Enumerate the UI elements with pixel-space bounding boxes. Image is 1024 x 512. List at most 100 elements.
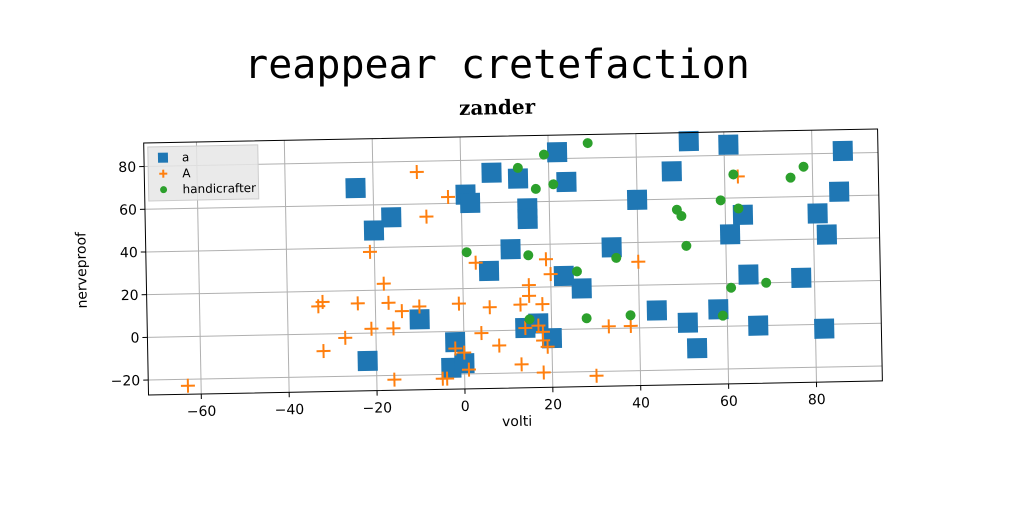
data-point	[482, 300, 497, 315]
y-tick-label: 60	[119, 202, 137, 218]
data-point	[814, 318, 835, 339]
data-point	[461, 247, 472, 258]
data-point	[535, 297, 550, 312]
data-point	[481, 162, 502, 183]
series-1	[180, 164, 745, 393]
data-point	[530, 183, 541, 194]
x-tick-label: 80	[808, 392, 826, 408]
data-point	[546, 142, 568, 163]
x-axis-label: volti	[502, 414, 532, 431]
data-point	[733, 203, 744, 214]
y-tick-label: 40	[120, 245, 138, 261]
data-point	[611, 252, 622, 263]
y-tick-label: 20	[121, 288, 139, 304]
data-point	[514, 357, 529, 372]
data-point	[715, 195, 726, 206]
x-tick-label: 20	[544, 397, 562, 413]
data-point	[548, 179, 559, 190]
x-tick-label: 40	[632, 395, 650, 411]
data-point	[536, 365, 551, 380]
data-point	[571, 266, 582, 277]
data-point	[513, 297, 528, 312]
data-point	[362, 244, 377, 259]
legend-marker	[159, 169, 168, 178]
data-point	[719, 224, 741, 245]
data-point	[798, 161, 809, 172]
data-point	[686, 337, 708, 359]
data-point	[409, 309, 430, 330]
x-tick-label: −20	[362, 400, 392, 417]
data-point	[807, 203, 828, 224]
data-point	[386, 321, 401, 336]
data-point	[543, 267, 558, 282]
data-point	[538, 149, 549, 160]
data-point	[459, 192, 481, 214]
data-point	[517, 208, 538, 230]
data-point	[761, 277, 772, 288]
data-point	[816, 224, 838, 245]
data-point	[791, 267, 812, 288]
y-tick-label: −20	[111, 373, 141, 390]
data-point	[718, 134, 739, 155]
data-point	[522, 288, 537, 303]
y-gridline	[144, 151, 879, 168]
data-point	[678, 130, 699, 152]
data-point	[409, 164, 424, 179]
data-point	[518, 320, 533, 335]
data-point	[785, 172, 796, 183]
data-point	[338, 330, 353, 345]
data-point	[623, 318, 638, 333]
data-point	[677, 312, 699, 333]
x-gridline	[283, 140, 290, 393]
data-point	[589, 368, 604, 383]
y-gridline	[148, 365, 883, 381]
data-point	[419, 209, 434, 224]
data-point	[571, 278, 592, 299]
data-point	[468, 255, 483, 270]
data-point	[512, 162, 523, 173]
ticks: −60 −40 −20 0 20 40 60 80 −20 0 20 40 60 80	[111, 160, 826, 421]
x-gridline	[723, 131, 730, 384]
y-axis-label: nerveproof	[73, 231, 90, 309]
y-gridline	[144, 194, 879, 210]
data-points	[180, 130, 853, 393]
data-point	[728, 169, 739, 180]
series-2	[461, 138, 809, 325]
data-point	[381, 295, 396, 310]
legend-label: a	[182, 150, 190, 164]
data-point	[387, 372, 402, 387]
x-tick-label: 60	[720, 394, 738, 410]
x-tick-label: −40	[275, 402, 305, 419]
axes: −60 −40 −20 0 20 40 60 80 −20 0 20 40 60 80 zander vo…	[73, 95, 883, 431]
data-point	[315, 294, 330, 309]
data-point	[376, 276, 391, 291]
data-point	[661, 161, 682, 182]
x-tick-label: −60	[187, 404, 217, 421]
data-point	[553, 265, 575, 287]
data-point	[478, 260, 500, 282]
y-tick-label: 80	[118, 160, 136, 176]
y-tick-label: 0	[130, 331, 139, 347]
data-point	[738, 264, 759, 285]
data-point	[523, 250, 534, 261]
data-point	[451, 296, 466, 311]
data-point	[524, 314, 535, 325]
data-point	[540, 339, 555, 354]
data-point	[457, 345, 472, 360]
data-point	[581, 313, 592, 324]
data-point	[556, 171, 577, 193]
data-point	[507, 168, 529, 189]
data-point	[748, 315, 769, 336]
data-point	[681, 240, 692, 251]
data-point	[381, 207, 402, 228]
data-point	[626, 189, 648, 210]
data-point	[631, 254, 646, 269]
data-point	[345, 177, 366, 199]
data-point	[601, 319, 616, 334]
data-point	[441, 189, 456, 205]
data-point	[461, 362, 476, 377]
data-point	[829, 181, 850, 202]
legend-label: handicrafter	[182, 181, 256, 196]
data-point	[500, 239, 521, 260]
